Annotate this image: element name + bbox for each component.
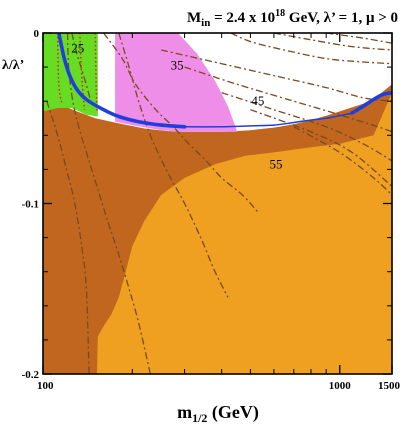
y-axis-label: λ/λ’ [2, 58, 24, 73]
orange-region [97, 92, 392, 374]
y-tick-label-0: 0 [34, 28, 40, 40]
contour-label-25: 25 [71, 40, 84, 55]
y-tick-label--0.1: -0.1 [22, 199, 39, 211]
contour-label-35: 35 [171, 57, 184, 72]
ticks-layer: 100 1000 1500 0 -0.1 -0.2 [22, 28, 401, 392]
blue-boundary-thick-1 [350, 90, 392, 115]
x-tick-label-100: 100 [37, 380, 54, 392]
contour-line-7 [250, 109, 392, 187]
blue-boundary-thick-0 [57, 33, 187, 129]
contour-labels-layer: 25 35 45 55 [71, 40, 282, 171]
contour-line-5 [184, 66, 392, 133]
contour-line-12 [71, 33, 92, 102]
x-tick-label-1500: 1500 [378, 380, 401, 392]
contour-line-6 [221, 92, 392, 162]
contour-line-4 [160, 49, 392, 102]
contour-line-1 [66, 33, 151, 374]
blue-boundary-thin [184, 112, 353, 128]
contour-line-8 [293, 126, 392, 196]
chart-title: Min = 2.4 x 1018 GeV, λ’ = 1, μ > 0 [187, 8, 398, 29]
contours-layer [46, 33, 392, 374]
red-dotted-line-1 [79, 33, 86, 110]
regions-layer [43, 33, 392, 374]
contour-line-10 [273, 33, 392, 51]
red-dotted-line-0 [56, 33, 63, 105]
y-tick-label--0.2: -0.2 [22, 369, 40, 381]
contour-line-2 [118, 33, 229, 298]
x-tick-label-1000: 1000 [329, 380, 352, 392]
x-axis-label: m1/2 (GeV) [177, 402, 259, 425]
contour-line-0 [46, 101, 90, 374]
pink-region [115, 33, 238, 132]
blue-boundary-layer [57, 33, 392, 129]
contour-line-3 [103, 33, 259, 213]
contour-label-55: 55 [270, 156, 283, 171]
contour-line-11 [326, 33, 392, 44]
contour-line-9 [230, 33, 392, 65]
contour-label-45: 45 [251, 93, 264, 108]
